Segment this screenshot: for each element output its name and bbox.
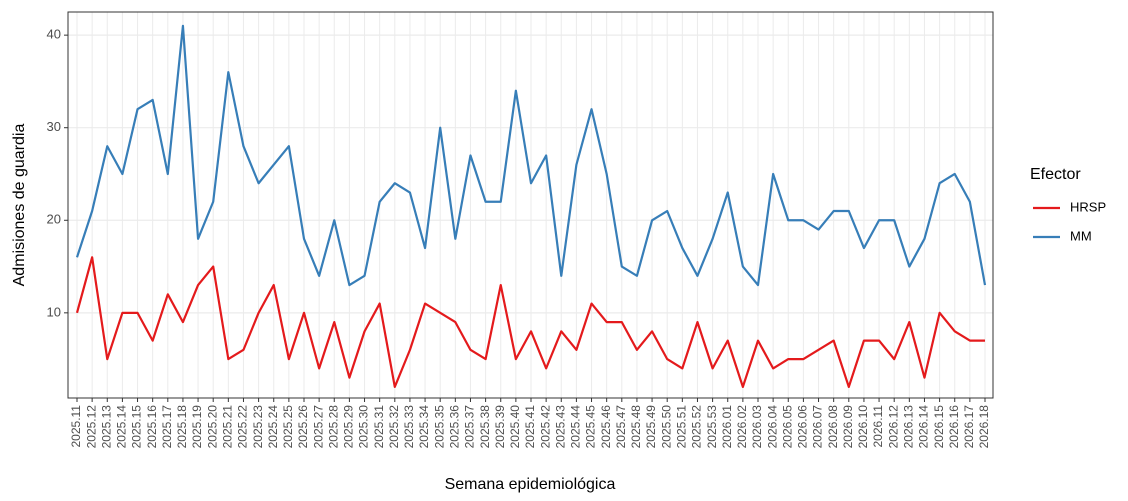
x-tick-label: 2025.30 [357,405,371,449]
x-tick-label: 2025.12 [84,405,98,449]
x-tick-label: 2025.42 [538,405,552,449]
x-tick-label: 2025.23 [251,405,265,449]
y-tick-label: 40 [47,27,61,42]
x-tick-label: 2026.17 [962,405,976,449]
legend-title: Efector [1030,166,1081,183]
plot-border [67,11,994,399]
x-tick-label: 2025.44 [569,405,583,449]
x-tick-label: 2025.26 [296,405,310,449]
x-tick-label: 2025.20 [205,405,219,449]
x-tick-label: 2025.19 [190,405,204,449]
x-tick-label: 2025.31 [372,405,386,449]
x-tick-label: 2025.40 [508,405,522,449]
data-line [75,24,987,287]
x-tick-label: 2025.43 [553,405,567,449]
x-tick-label: 2025.50 [659,405,673,449]
x-tick-label: 2025.22 [236,405,250,449]
y-tick-label: 20 [47,212,61,227]
x-tick-label: 2025.48 [629,405,643,449]
x-tick-label: 2026.01 [720,405,734,449]
x-axis-title: Semana epidemiológica [445,476,616,493]
x-tick-label: 2026.16 [947,405,961,449]
x-tick-label: 2026.05 [780,405,794,449]
x-tick-label: 2025.29 [342,405,356,449]
x-tick-label: 2025.14 [115,405,129,449]
x-tick-label: 2026.11 [871,405,885,448]
x-tick-label: 2026.02 [735,405,749,449]
x-tick-label: 2025.37 [463,405,477,449]
x-tick-label: 2026.09 [841,405,855,449]
y-axis-title: Admisiones de guardia [11,124,28,287]
y-tick-label: 30 [47,119,61,134]
x-tick-label: 2026.14 [917,405,931,449]
x-tick-label: 2025.47 [614,405,628,449]
y-tick-label: 10 [47,304,61,319]
x-tick-label: 2025.28 [326,405,340,449]
x-tick-label: 2025.53 [705,405,719,449]
x-tick-label: 2025.33 [402,405,416,449]
x-tick-label: 2026.07 [811,405,825,449]
x-tick-label: 2025.35 [432,405,446,449]
x-tick-label: 2025.52 [690,405,704,449]
legend-label: HRSP [1070,199,1106,214]
x-tick-label: 2025.51 [675,405,689,449]
x-tick-label: 2025.45 [584,405,598,449]
x-tick-label: 2025.36 [448,405,462,449]
x-tick-label: 2026.18 [977,405,991,449]
x-tick-label: 2025.34 [417,405,431,449]
x-tick-label: 2025.24 [266,405,280,449]
x-tick-label: 2025.41 [523,405,537,449]
x-tick-label: 2025.13 [99,405,113,449]
x-tick-label: 2026.15 [932,405,946,449]
x-tick-label: 2025.21 [221,405,235,449]
x-tick-label: 2025.15 [130,405,144,449]
x-tick-label: 2025.25 [281,405,295,449]
x-tick-label: 2025.32 [387,405,401,449]
x-tick-label: 2025.17 [160,405,174,449]
x-tick-label: 2026.08 [826,405,840,449]
legend-label: MM [1070,228,1092,243]
x-tick-label: 2026.13 [902,405,916,449]
x-tick-label: 2025.38 [478,405,492,449]
x-tick-label: 2025.11 [69,405,83,448]
x-tick-label: 2025.39 [493,405,507,449]
x-tick-label: 2026.03 [750,405,764,449]
x-tick-label: 2025.46 [599,405,613,449]
x-tick-label: 2025.18 [175,405,189,449]
x-tick-label: 2025.27 [311,405,325,449]
x-tick-label: 2025.16 [145,405,159,449]
data-line [75,256,985,388]
x-tick-label: 2026.12 [886,405,900,449]
x-tick-label: 2026.06 [796,405,810,449]
x-tick-label: 2026.04 [765,405,779,449]
x-tick-label: 2025.49 [644,405,658,449]
x-tick-label: 2026.10 [856,405,870,449]
